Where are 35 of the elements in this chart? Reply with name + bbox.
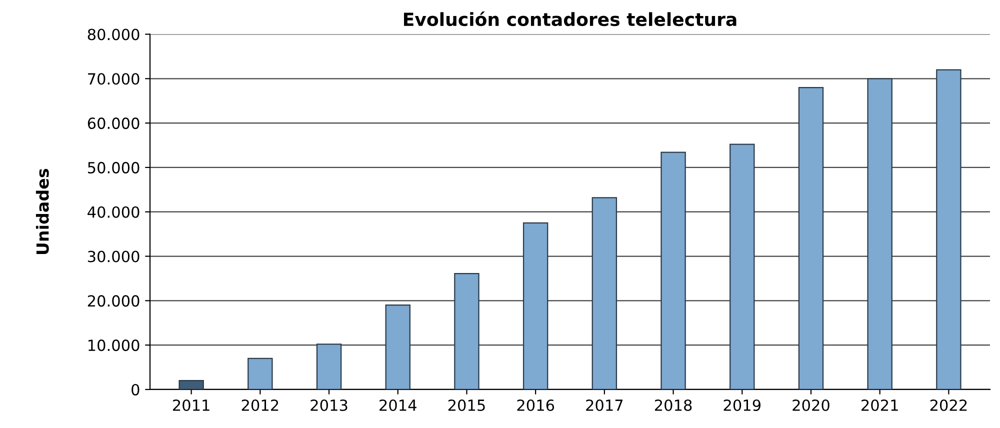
bar [178, 380, 204, 390]
x-tick-label: 2022 [930, 399, 967, 412]
y-axis-title: Unidades [36, 168, 49, 254]
x-tick-label: 2012 [242, 399, 278, 412]
y-tick-label: 80.000 [88, 28, 140, 40]
y-tick-label: 60.000 [88, 118, 140, 130]
x-tick-label: 2018 [654, 399, 692, 412]
y-tick-label: 30.000 [88, 250, 140, 262]
bar [660, 152, 686, 390]
y-tick-label: 50.000 [88, 162, 140, 174]
bar [798, 86, 824, 390]
x-tick-label: 2017 [586, 399, 623, 412]
y-tick-label: 70.000 [88, 73, 140, 85]
x-tick-label: 2011 [172, 399, 210, 412]
bar [522, 222, 548, 390]
bar [316, 344, 342, 390]
x-tick-label: 2021 [862, 399, 898, 412]
bar [454, 273, 480, 390]
y-tick-label: 20.000 [88, 295, 140, 307]
x-tick-label: 2013 [310, 399, 348, 412]
x-tick-label: 2016 [517, 399, 554, 412]
y-tick-label: 40.000 [88, 206, 140, 218]
x-tick-label: 2019 [724, 399, 760, 412]
x-tick-label: 2015 [448, 399, 485, 412]
y-tick-label: 0 [132, 384, 140, 396]
bar [592, 197, 618, 390]
chart-title: Evolución contadores telelectura [404, 11, 736, 26]
bar [248, 358, 273, 390]
x-tick-label: 2020 [792, 399, 830, 412]
y-tick-label: 10.000 [88, 340, 140, 352]
bar [936, 69, 962, 390]
x-tick-label: 2014 [380, 399, 416, 412]
bar [867, 78, 892, 390]
bar [385, 304, 410, 390]
bar [730, 144, 755, 390]
